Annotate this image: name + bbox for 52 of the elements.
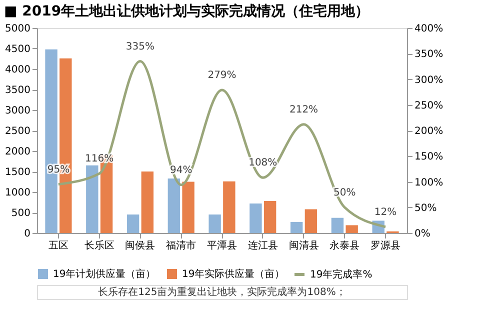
bar	[182, 182, 194, 233]
bar	[346, 225, 358, 233]
y-tick-label: 3500	[5, 85, 30, 96]
x-tick-label: 永泰县	[330, 240, 360, 252]
y-tick-label: 0	[24, 228, 30, 240]
x-tick-label: 福清市	[166, 240, 196, 252]
bar	[223, 181, 236, 233]
data-label: 95%	[47, 164, 70, 176]
x-tick-label: 罗源县	[370, 240, 401, 252]
bar	[304, 209, 318, 233]
y2-tick-label: 150%	[414, 152, 444, 163]
bar	[168, 178, 180, 233]
y-tick-label: 4000	[5, 64, 30, 76]
y-tick-label: 1500	[5, 167, 30, 178]
y2-tick-label: 200%	[414, 126, 444, 137]
legend-label: 19年完成率%	[310, 268, 372, 280]
y-tick-label: 500	[11, 208, 30, 219]
y2-tick-label: 250%	[414, 100, 444, 112]
data-label: 335%	[126, 41, 155, 52]
bar	[126, 214, 140, 233]
y2-tick-label: 0%	[414, 228, 430, 240]
bar	[86, 165, 98, 233]
data-label: 12%	[374, 206, 397, 218]
y-tick-label: 4500	[5, 44, 30, 55]
bar	[141, 172, 154, 233]
bar	[290, 222, 303, 233]
y-tick-label: 5000	[5, 24, 30, 34]
y-tick-label: 3000	[5, 106, 30, 116]
y2-tick-label: 50%	[414, 202, 437, 214]
x-tick-label: 闽清县	[288, 240, 319, 252]
x-tick-label: 平潭县	[207, 240, 237, 252]
legend-label: 19年实际供应量（亩）	[182, 268, 285, 280]
data-label: 212%	[289, 104, 318, 116]
y2-tick-label: 350%	[414, 49, 444, 60]
x-tick-label: 五区	[48, 240, 68, 252]
y-tick-label: 2500	[5, 126, 30, 137]
bar	[264, 201, 276, 233]
y2-tick-label: 300%	[414, 74, 444, 86]
text: 长乐存在125亩为重复出让地块，实际完成率为108%；	[98, 286, 346, 298]
y-tick-label: 2000	[5, 146, 30, 158]
chart-title: ■ 2019年土地出让供地计划与实际完成情况（住宅用地）	[4, 2, 370, 20]
bar	[250, 203, 262, 233]
x-tick-label: 连江县	[248, 240, 278, 252]
bar	[208, 214, 221, 233]
bar	[331, 218, 344, 233]
data-label: 279%	[208, 70, 236, 82]
x-tick-label: 闽侯县	[125, 240, 156, 252]
y-tick-label: 1000	[5, 188, 30, 198]
y2-tick-label: 400%	[414, 24, 444, 34]
y2-tick-label: 100%	[414, 177, 444, 188]
legend-label: 19年计划供应量（亩）	[53, 268, 156, 280]
x-tick-label: 长乐区	[84, 240, 114, 252]
